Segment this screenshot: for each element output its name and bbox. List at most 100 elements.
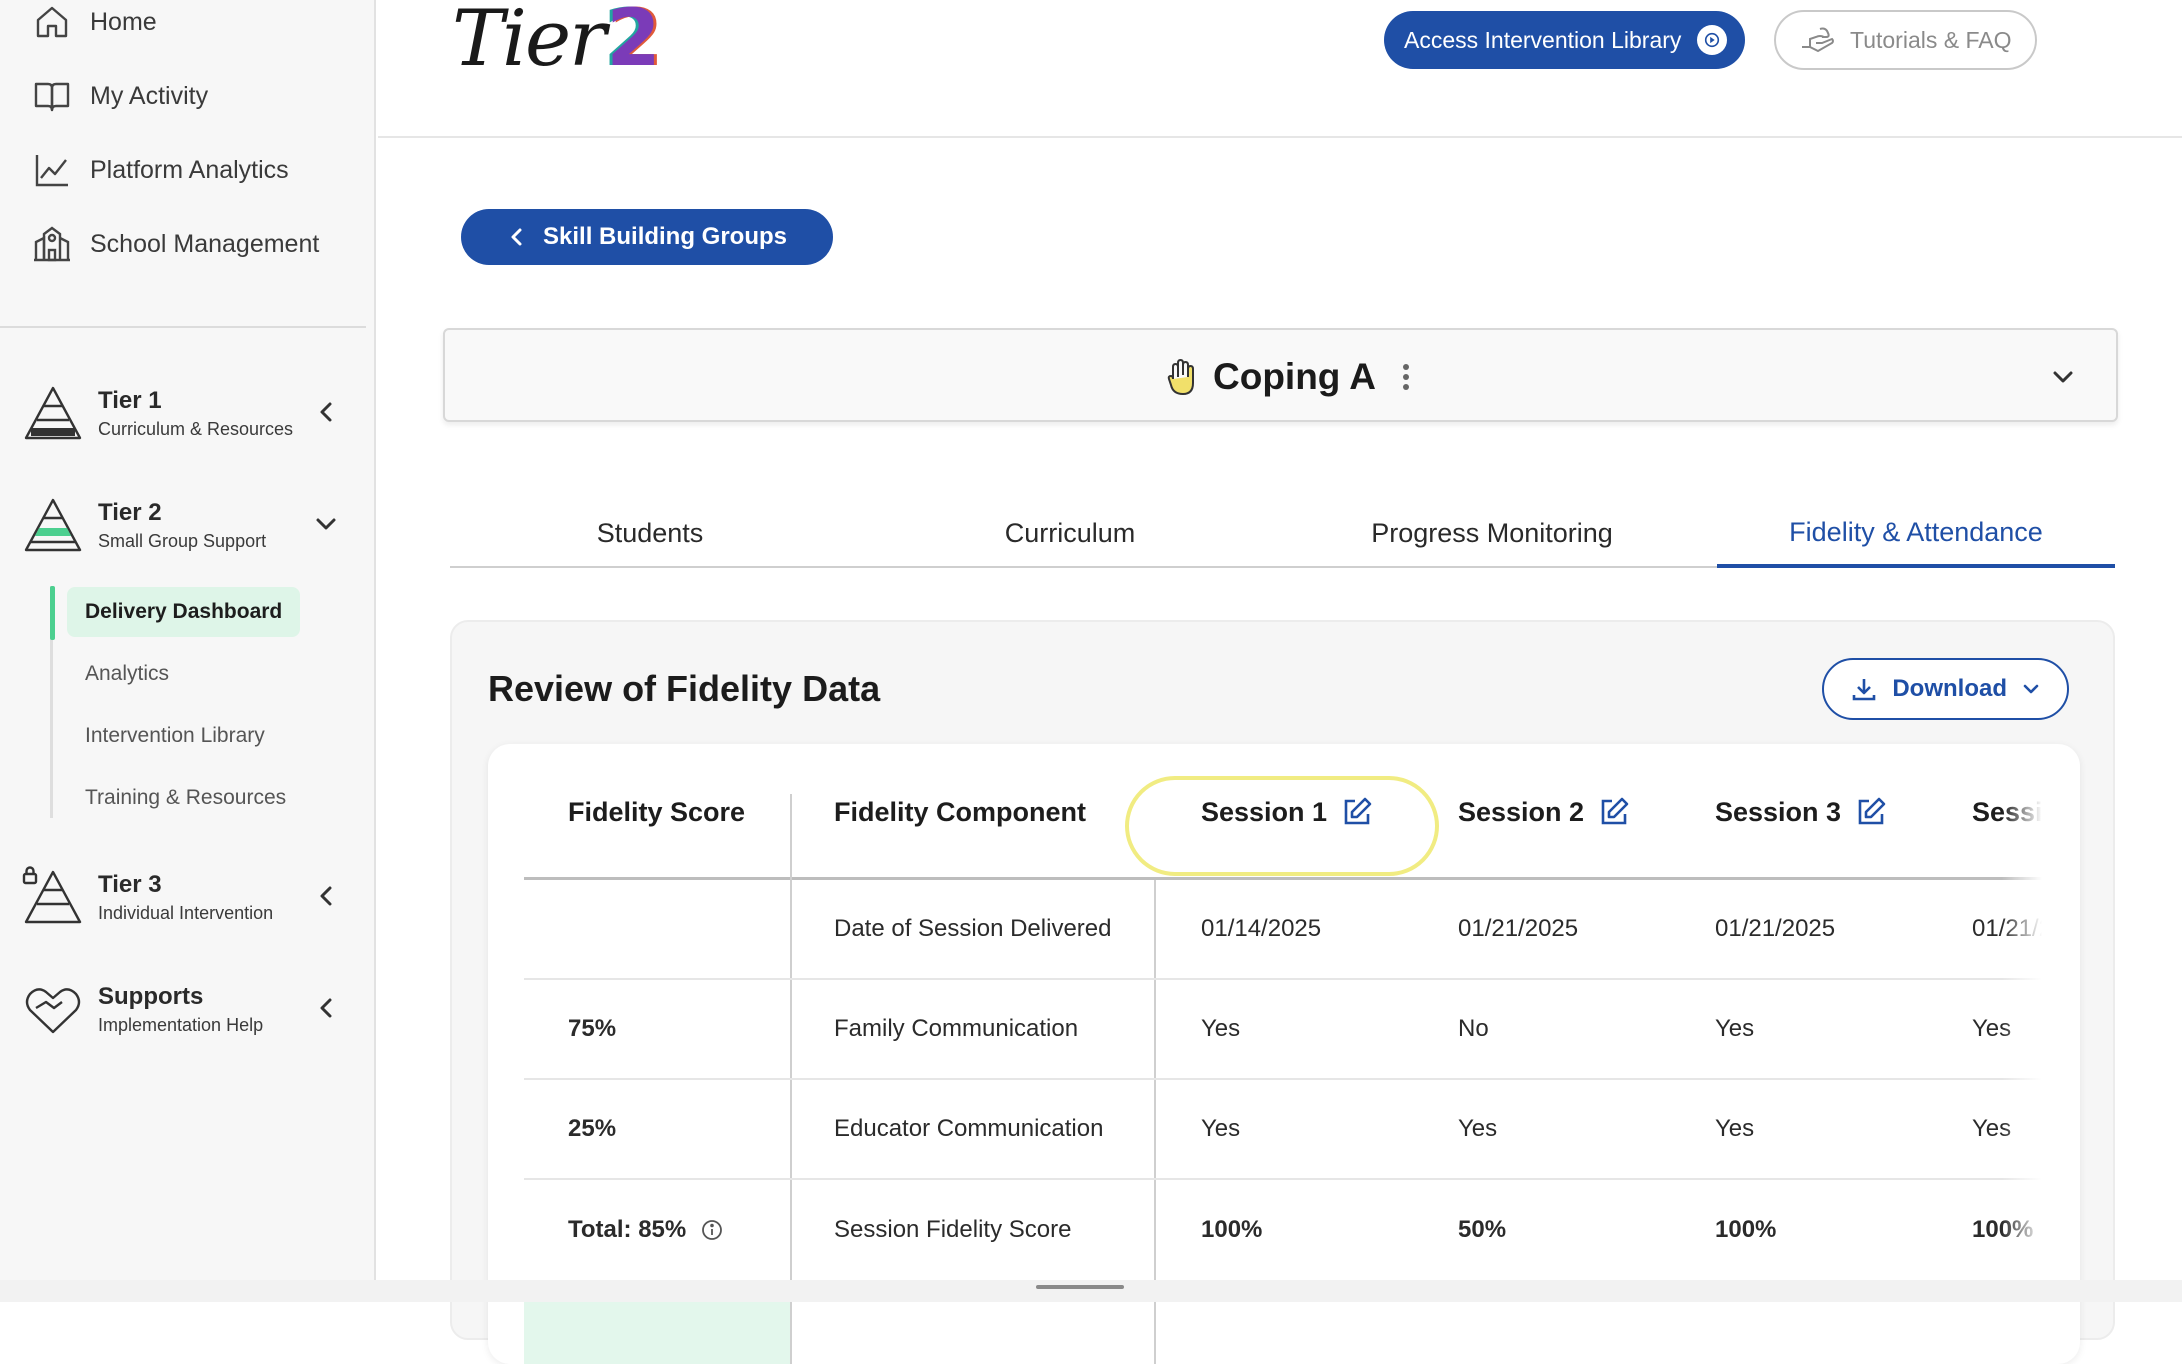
session-1-label: Session 1 bbox=[1201, 796, 1328, 827]
chevron-left-icon[interactable] bbox=[310, 880, 342, 912]
sidebar-supports[interactable]: Supports Implementation Help bbox=[22, 964, 342, 1054]
submenu-active-indicator bbox=[50, 586, 55, 640]
chevron-left-icon bbox=[511, 228, 522, 246]
logo-text: Tier bbox=[452, 0, 606, 84]
fidelity-table: Fidelity Score Fidelity Component Sessio… bbox=[524, 744, 2042, 1364]
group-selector-card[interactable]: Coping A bbox=[443, 328, 2118, 422]
sidebar: Home My Activity Platform Analytics Scho… bbox=[0, 0, 376, 1280]
tier-1-title: Tier 1 bbox=[98, 386, 162, 414]
nav-my-activity[interactable]: My Activity bbox=[32, 68, 208, 124]
home-icon bbox=[36, 6, 68, 38]
submenu-rail bbox=[50, 586, 53, 818]
supports-title: Supports bbox=[98, 982, 204, 1010]
edit-icon[interactable] bbox=[1598, 796, 1630, 828]
header-session-2: Session 2 bbox=[1458, 744, 1630, 880]
tab-curriculum[interactable]: Curriculum bbox=[1004, 517, 1136, 548]
row-family-s2: No bbox=[1458, 1015, 1489, 1042]
heart-hands-icon bbox=[25, 988, 81, 1034]
row-family-score: 75% bbox=[568, 1015, 617, 1042]
play-circle-icon bbox=[1697, 25, 1728, 55]
download-icon bbox=[1853, 679, 1876, 701]
nav-school-management-label: School Management bbox=[90, 229, 320, 258]
tutorials-faq-button[interactable]: Tutorials & FAQ bbox=[1774, 10, 2038, 70]
info-icon[interactable] bbox=[700, 1218, 724, 1242]
sidebar-tier-2[interactable]: Tier 2 Small Group Support bbox=[22, 480, 342, 570]
chevron-left-icon[interactable] bbox=[310, 992, 342, 1024]
submenu-intervention-library[interactable]: Intervention Library bbox=[85, 724, 265, 747]
sidebar-divider bbox=[0, 326, 366, 328]
group-tabs: Students Curriculum Progress Monitoring … bbox=[450, 500, 2115, 568]
nav-platform-analytics[interactable]: Platform Analytics bbox=[32, 142, 289, 198]
submenu-delivery-dashboard[interactable]: Delivery Dashboard bbox=[67, 587, 301, 637]
row-date-s3: 01/21/2025 bbox=[1715, 915, 1836, 942]
help-hands-icon bbox=[1802, 27, 1834, 53]
tab-students[interactable]: Students bbox=[596, 517, 704, 548]
chevron-down-icon[interactable] bbox=[2046, 360, 2080, 394]
sidebar-tier-3[interactable]: Tier 3 Individual Intervention bbox=[22, 852, 342, 942]
fidelity-table-card: Fidelity Score Fidelity Component Sessio… bbox=[488, 744, 2080, 1364]
nav-home[interactable]: Home bbox=[32, 0, 157, 50]
nav-home-label: Home bbox=[90, 7, 157, 36]
row-total-s3: 100% bbox=[1715, 1216, 1777, 1243]
fidelity-panel: Review of Fidelity Data Download Fidelit… bbox=[450, 620, 2115, 1364]
chart-icon bbox=[35, 155, 68, 187]
home-indicator[interactable] bbox=[1036, 1285, 1124, 1289]
row-total-s1: 100% bbox=[1201, 1216, 1263, 1243]
session-2-label: Session 2 bbox=[1458, 796, 1585, 827]
edit-icon[interactable] bbox=[1341, 796, 1373, 828]
session-3-label: Session 3 bbox=[1715, 796, 1842, 827]
tier-1-subtitle: Curriculum & Resources bbox=[98, 418, 294, 439]
panel-title: Review of Fidelity Data bbox=[488, 668, 881, 709]
access-intervention-library-button[interactable]: Access Intervention Library bbox=[1384, 11, 1746, 69]
submenu-training-resources[interactable]: Training & Resources bbox=[85, 786, 287, 809]
nav-platform-analytics-label: Platform Analytics bbox=[90, 155, 289, 184]
tab-progress-monitoring[interactable]: Progress Monitoring bbox=[1371, 517, 1613, 548]
chevron-left-icon[interactable] bbox=[310, 396, 342, 428]
chevron-down-icon[interactable] bbox=[310, 508, 342, 540]
row-total-score: Total: 85% bbox=[568, 1180, 724, 1280]
supports-subtitle: Implementation Help bbox=[98, 1014, 264, 1035]
header-session-3: Session 3 bbox=[1715, 744, 1887, 880]
header-session-1: Session 1 bbox=[1201, 744, 1373, 880]
row-date-s2: 01/21/2025 bbox=[1458, 915, 1579, 942]
row-divider bbox=[524, 1078, 2042, 1080]
submenu-analytics[interactable]: Analytics bbox=[85, 662, 170, 685]
tier-3-title: Tier 3 bbox=[98, 870, 162, 898]
row-family-s1: Yes bbox=[1201, 1015, 1241, 1042]
nav-school-management[interactable]: School Management bbox=[32, 216, 319, 272]
download-label: Download bbox=[1892, 675, 2007, 702]
top-header: Tier 2 Access Intervention Library Tutori… bbox=[378, 0, 2182, 138]
row-divider bbox=[524, 1178, 2042, 1180]
row-educator-s1: Yes bbox=[1201, 1115, 1241, 1142]
back-button-label: Skill Building Groups bbox=[543, 223, 788, 250]
sidebar-tier-1[interactable]: Tier 1 Curriculum & Resources bbox=[22, 368, 342, 458]
bottom-bar bbox=[0, 1280, 2182, 1302]
row-educator-s3: Yes bbox=[1715, 1115, 1755, 1142]
row-educator-component: Educator Communication bbox=[834, 1115, 1104, 1142]
nav-my-activity-label: My Activity bbox=[90, 81, 209, 110]
locked-pyramid-icon bbox=[22, 866, 82, 924]
edit-icon[interactable] bbox=[1855, 796, 1887, 828]
column-divider bbox=[1154, 880, 1156, 1364]
row-educator-score: 25% bbox=[568, 1115, 617, 1142]
row-educator-s2: Yes bbox=[1458, 1115, 1498, 1142]
tier-2-title: Tier 2 bbox=[98, 498, 162, 526]
tab-fidelity-attendance[interactable]: Fidelity & Attendance bbox=[1717, 500, 2115, 568]
back-skill-building-groups-button[interactable]: Skill Building Groups bbox=[461, 209, 834, 265]
access-library-label: Access Intervention Library bbox=[1404, 26, 1682, 53]
raised-hand-icon bbox=[1167, 358, 1194, 396]
more-options-icon[interactable] bbox=[1400, 362, 1412, 392]
download-button[interactable]: Download bbox=[1822, 658, 2069, 720]
book-icon bbox=[34, 82, 70, 112]
group-name: Coping A bbox=[1213, 356, 1377, 397]
row-family-component: Family Communication bbox=[834, 1015, 1079, 1042]
tier2-logo[interactable]: Tier 2 bbox=[452, 0, 661, 84]
header-fidelity-component: Fidelity Component bbox=[834, 796, 1086, 827]
table-header-row bbox=[524, 744, 2042, 880]
group-title: Coping A bbox=[1165, 330, 1412, 424]
pyramid-icon bbox=[24, 386, 82, 440]
chevron-down-icon bbox=[2023, 684, 2039, 694]
header-fidelity-score: Fidelity Score bbox=[568, 796, 746, 827]
pyramid-icon bbox=[24, 498, 82, 552]
row-total-s2: 50% bbox=[1458, 1216, 1507, 1243]
